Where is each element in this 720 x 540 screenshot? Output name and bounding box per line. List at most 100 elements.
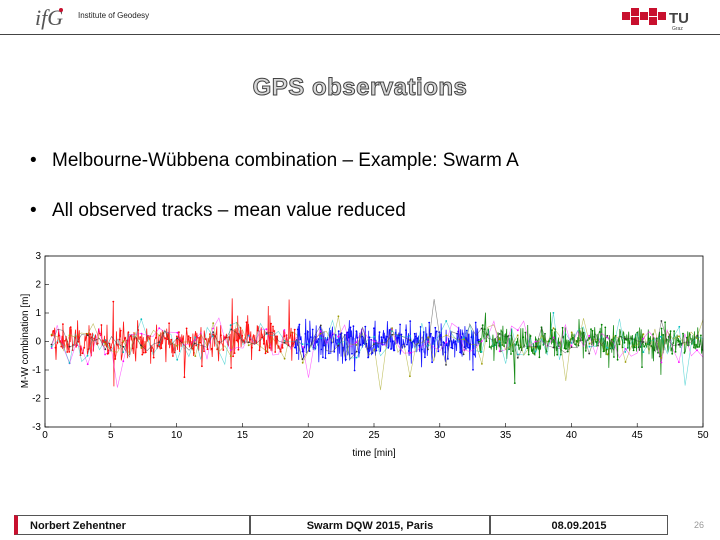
data-point bbox=[624, 361, 627, 363]
data-point bbox=[671, 352, 674, 355]
data-point bbox=[176, 358, 179, 361]
data-point bbox=[330, 341, 333, 344]
data-point bbox=[131, 347, 134, 350]
data-point bbox=[276, 335, 278, 338]
data-point bbox=[409, 335, 411, 337]
data-point bbox=[421, 348, 423, 351]
data-point bbox=[606, 353, 609, 356]
data-point bbox=[570, 342, 573, 344]
chart-series bbox=[50, 312, 704, 386]
data-point bbox=[371, 352, 374, 354]
data-point bbox=[397, 336, 400, 339]
data-point bbox=[406, 343, 408, 346]
data-point bbox=[491, 345, 493, 347]
data-point bbox=[657, 351, 659, 354]
data-point bbox=[139, 336, 142, 338]
data-point bbox=[416, 337, 419, 340]
y-tick-label: 2 bbox=[35, 280, 41, 291]
data-point bbox=[122, 360, 125, 363]
data-point bbox=[570, 331, 573, 334]
data-point bbox=[155, 336, 157, 339]
data-point bbox=[283, 329, 286, 331]
data-point bbox=[616, 358, 619, 361]
y-tick-label: -3 bbox=[32, 422, 41, 433]
data-point bbox=[531, 349, 534, 352]
data-point bbox=[522, 336, 525, 339]
series-line bbox=[51, 316, 704, 391]
data-point bbox=[319, 332, 322, 335]
data-point bbox=[413, 332, 416, 335]
data-point bbox=[222, 349, 225, 351]
data-point bbox=[465, 348, 467, 350]
data-point bbox=[316, 341, 318, 343]
data-point bbox=[52, 330, 55, 332]
data-point bbox=[673, 330, 675, 332]
data-point bbox=[100, 324, 103, 326]
data-point bbox=[346, 331, 349, 334]
data-point bbox=[86, 354, 89, 357]
data-point bbox=[368, 336, 371, 339]
data-point bbox=[695, 337, 698, 339]
data-point bbox=[481, 324, 484, 326]
data-point bbox=[204, 338, 207, 341]
data-point bbox=[427, 336, 430, 339]
data-point bbox=[373, 343, 375, 346]
data-point bbox=[624, 351, 627, 353]
data-point bbox=[355, 344, 358, 346]
data-point bbox=[380, 336, 383, 339]
data-point bbox=[264, 352, 267, 355]
data-point bbox=[534, 338, 537, 341]
mw-combination-chart: 0 5 10 15 20 25 30 35 40 45 50 -3 -2 -1 0 1 2 3 time [mi… bbox=[20, 251, 709, 459]
data-point bbox=[249, 338, 251, 341]
tu-graz-logo: TU Graz bbox=[622, 8, 689, 32]
bullet-text: Melbourne-Wübbena combination – Example:… bbox=[52, 150, 519, 171]
data-point bbox=[391, 327, 393, 329]
data-point bbox=[140, 332, 143, 335]
data-point bbox=[556, 353, 559, 356]
data-point bbox=[677, 343, 680, 346]
data-point bbox=[156, 344, 159, 347]
data-point bbox=[664, 321, 666, 324]
data-point bbox=[480, 327, 483, 330]
data-point bbox=[399, 323, 401, 326]
x-axis-ticks: 0 5 10 15 20 25 30 35 40 45 50 bbox=[42, 423, 709, 441]
data-point bbox=[391, 333, 394, 336]
data-point bbox=[459, 351, 461, 354]
data-point bbox=[309, 336, 312, 338]
data-point bbox=[445, 320, 448, 322]
data-point bbox=[409, 339, 412, 342]
data-point bbox=[519, 346, 522, 349]
x-tick-label: 40 bbox=[566, 430, 578, 441]
data-point bbox=[444, 351, 447, 354]
data-point bbox=[258, 349, 261, 352]
data-point bbox=[319, 324, 322, 327]
data-point bbox=[104, 353, 106, 356]
data-point bbox=[660, 320, 663, 322]
data-point bbox=[628, 342, 631, 344]
footer-author: Norbert Zehentner bbox=[14, 515, 250, 535]
x-tick-label: 0 bbox=[42, 430, 48, 441]
data-point bbox=[696, 334, 699, 337]
data-point bbox=[678, 335, 680, 338]
data-point bbox=[308, 350, 311, 352]
data-point bbox=[283, 341, 286, 344]
data-point bbox=[643, 345, 646, 348]
data-point bbox=[229, 355, 232, 357]
data-point bbox=[176, 331, 179, 334]
data-point bbox=[488, 346, 491, 348]
data-point bbox=[476, 339, 479, 342]
data-point bbox=[480, 340, 483, 343]
data-point bbox=[584, 350, 587, 352]
data-point bbox=[158, 344, 161, 346]
data-point bbox=[320, 348, 323, 351]
data-point bbox=[460, 336, 463, 338]
data-point bbox=[409, 320, 412, 322]
data-point bbox=[693, 346, 695, 349]
data-point bbox=[384, 338, 387, 341]
data-point bbox=[158, 334, 161, 337]
data-point bbox=[544, 332, 546, 335]
data-point bbox=[168, 322, 171, 325]
data-point bbox=[295, 352, 298, 354]
data-point bbox=[445, 334, 448, 337]
data-point bbox=[526, 347, 529, 350]
